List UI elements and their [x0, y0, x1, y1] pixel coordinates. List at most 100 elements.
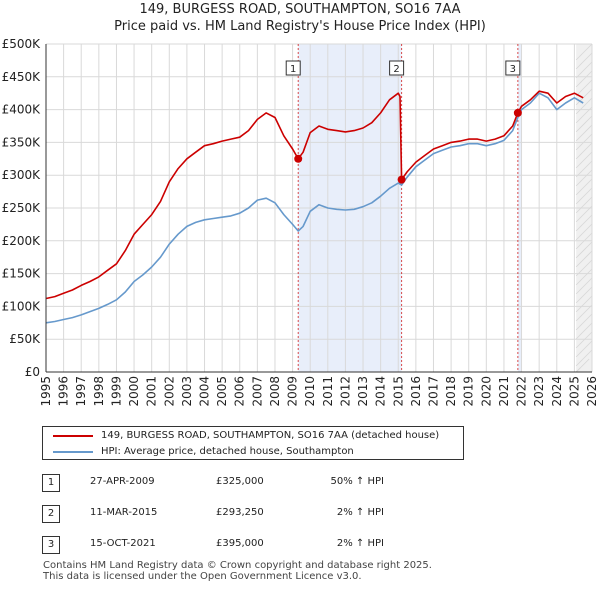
x-tick-label: 1995	[39, 376, 53, 407]
x-tick-label: 2021	[497, 376, 511, 407]
sale-label: 3	[510, 64, 516, 75]
future-hatch	[575, 349, 593, 367]
y-tick-label: £450K	[2, 70, 42, 84]
future-hatch	[575, 187, 593, 205]
x-tick-label: 2019	[462, 376, 476, 407]
y-tick-label: £400K	[2, 103, 42, 117]
y-tick-label: £50K	[9, 332, 41, 346]
y-tick-label: £250K	[2, 201, 42, 215]
x-tick-label: 2015	[391, 376, 405, 407]
x-tick-label: 2018	[444, 376, 458, 407]
x-tick-label: 2002	[162, 376, 176, 407]
x-tick-label: 2017	[426, 376, 440, 407]
x-tick-label: 2011	[321, 376, 335, 407]
legend: 149, BURGESS ROAD, SOUTHAMPTON, SO16 7AA…	[42, 426, 464, 460]
chart-title: 149, BURGESS ROAD, SOUTHAMPTON, SO16 7AA	[139, 2, 461, 17]
sale-label-box	[389, 60, 405, 76]
x-tick-label: 1999	[109, 376, 123, 407]
future-hatch	[575, 223, 593, 241]
future-hatch	[575, 322, 593, 340]
x-tick-label: 2013	[356, 376, 370, 407]
future-hatch	[575, 88, 593, 106]
future-hatch	[575, 43, 593, 61]
sale-date: 27-APR-2009	[90, 476, 155, 487]
sale-date: 11-MAR-2015	[90, 507, 158, 518]
y-tick-label: £200K	[2, 234, 42, 248]
future-hatch	[575, 286, 593, 304]
x-tick-label: 2005	[215, 376, 229, 407]
y-tick-label: £300K	[2, 168, 42, 182]
future-hatch	[575, 214, 593, 232]
sale-row: 1 27-APR-2009 £325,000 50% ↑ HPI	[42, 472, 462, 503]
sale-label: 2	[393, 64, 399, 75]
footer-licence: This data is licensed under the Open Gov…	[43, 571, 362, 582]
future-hatch	[575, 61, 593, 79]
x-tick-label: 1997	[74, 376, 88, 407]
x-tick-label: 2001	[145, 376, 159, 407]
legend-swatch-hpi	[53, 451, 93, 453]
future-hatch	[575, 169, 593, 187]
x-tick-label: 2004	[198, 376, 212, 407]
footer-copyright: Contains HM Land Registry data © Crown c…	[43, 560, 432, 571]
x-tick-label: 2007	[250, 376, 264, 407]
x-tick-label: 2020	[479, 376, 493, 407]
x-tick-label: 2003	[180, 376, 194, 407]
chart-subtitle: Price paid vs. HM Land Registry's House …	[114, 19, 486, 34]
future-hatch	[575, 97, 593, 115]
future-hatch	[575, 313, 593, 331]
x-tick-label: 2016	[409, 376, 423, 407]
sale-hpi-change: 2% ↑ HPI	[336, 538, 384, 549]
sale-number-badge: 1	[42, 474, 60, 492]
future-hatch	[575, 340, 593, 358]
y-tick-label: £100K	[2, 299, 42, 313]
future-hatch	[575, 70, 593, 88]
x-tick-label: 2010	[303, 376, 317, 407]
future-hatch	[575, 52, 593, 70]
x-tick-label: 1998	[92, 376, 106, 407]
y-tick-label: £500K	[2, 37, 42, 51]
x-tick-label: 2006	[233, 376, 247, 407]
sales-table: 1 27-APR-2009 £325,000 50% ↑ HPI 2 11-MA…	[42, 472, 462, 565]
footer: Contains HM Land Registry data © Crown c…	[43, 560, 432, 582]
sale-price: £395,000	[216, 538, 264, 549]
future-hatch	[575, 124, 593, 142]
sale-label: 1	[290, 64, 296, 75]
legend-label-property: 149, BURGESS ROAD, SOUTHAMPTON, SO16 7AA…	[101, 430, 440, 441]
future-hatch	[575, 79, 593, 97]
future-hatch	[575, 250, 593, 268]
sale-label-box	[505, 60, 521, 76]
future-hatch	[575, 367, 581, 373]
future-hatch	[575, 142, 593, 160]
series-line	[45, 90, 584, 300]
chart: £0 £50K £100K £150K £200K £250K £300K £350K £400…	[2, 37, 599, 407]
x-tick-label: 2025	[567, 376, 581, 407]
y-tick-label: £150K	[2, 267, 42, 281]
future-hatch	[575, 304, 593, 322]
sale-row: 2 11-MAR-2015 £293,250 2% ↑ HPI	[42, 503, 462, 534]
x-tick-label: 2000	[127, 376, 141, 407]
x-tick-label: 2026	[585, 376, 599, 407]
legend-label-hpi: HPI: Average price, detached house, Sout…	[101, 446, 354, 457]
x-tick-label: 2024	[550, 376, 564, 407]
future-hatch	[575, 295, 593, 313]
future-hatch	[575, 331, 593, 349]
sale-hpi-change: 50% ↑ HPI	[330, 476, 384, 487]
future-hatch	[575, 160, 593, 178]
sale-hpi-change: 2% ↑ HPI	[336, 507, 384, 518]
sale-date: 15-OCT-2021	[90, 538, 156, 549]
sale-point	[294, 154, 303, 163]
x-tick-label: 2009	[286, 376, 300, 407]
y-tick-label: £0	[25, 365, 40, 379]
future-hatch	[575, 277, 593, 295]
sale-point	[397, 175, 406, 184]
sale-label-box	[285, 60, 301, 76]
sale-row: 3 15-OCT-2021 £395,000 2% ↑ HPI	[42, 534, 462, 565]
x-tick-label: 1996	[57, 376, 71, 407]
x-tick-label: 2023	[532, 376, 546, 407]
x-tick-label: 2022	[515, 376, 529, 407]
future-hatch	[575, 268, 593, 286]
future-hatch	[575, 178, 593, 196]
legend-swatch-property	[53, 435, 93, 437]
future-hatch	[575, 241, 593, 259]
sale-price: £325,000	[216, 476, 264, 487]
